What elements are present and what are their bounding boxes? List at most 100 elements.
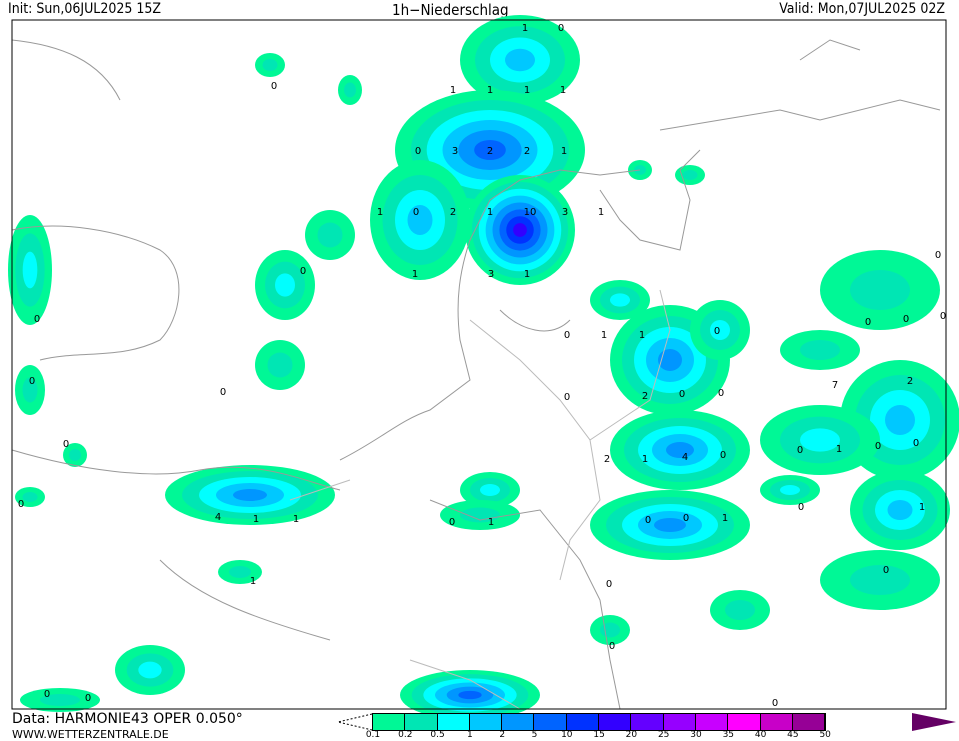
precip-value-label: 4	[682, 452, 688, 463]
precip-value-label: 1	[487, 207, 493, 218]
precip-value-label: 0	[564, 392, 570, 403]
color-legend	[372, 713, 827, 731]
legend-overflow-arrow	[912, 713, 956, 731]
precip-level-1	[229, 566, 251, 578]
precip-value-label: 0	[772, 698, 778, 709]
legend-tick: 40	[754, 730, 767, 740]
precipitation-areas	[8, 15, 959, 720]
legend-swatch	[373, 714, 406, 730]
legend-swatch	[631, 714, 664, 730]
legend-swatch	[792, 714, 826, 730]
coastlines	[11, 39, 941, 710]
data-source: Data: HARMONIE43 OPER 0.050°	[12, 711, 243, 727]
legend-tick: 10	[561, 730, 573, 740]
legend-tick: 15	[593, 730, 605, 740]
legend-tick: 30	[690, 730, 702, 740]
legend-underflow-icon	[337, 713, 373, 731]
precip-level-1	[40, 694, 80, 706]
precip-value-label: 0	[679, 389, 685, 400]
valid-time: Valid: Mon,07JUL2025 02Z	[779, 1, 945, 17]
precip-level-5	[458, 690, 482, 700]
precip-level-3	[885, 405, 915, 435]
precip-value-label: 0	[940, 311, 946, 322]
precip-level-1	[344, 82, 356, 98]
precip-value-label: 10	[524, 207, 537, 218]
precip-level-1	[22, 492, 38, 502]
precip-value-label: 0	[720, 450, 726, 461]
precip-value-label: 0	[29, 376, 35, 387]
precip-value-label: 0	[718, 388, 724, 399]
legend-swatch	[469, 714, 503, 730]
precip-level-2	[138, 661, 162, 679]
precip-level-1	[800, 340, 840, 360]
precip-level-3	[887, 500, 913, 520]
precip-value-label: 0	[34, 314, 40, 325]
precip-value-label: 2	[487, 146, 493, 157]
precip-value-label: 1	[524, 269, 530, 280]
legend-tick: 50	[819, 730, 831, 740]
precip-value-label: 0	[903, 314, 909, 325]
legend-tick: 35	[722, 730, 735, 740]
precip-value-label: 1	[412, 269, 418, 280]
precip-value-label: 0	[300, 266, 306, 277]
legend-swatch	[534, 714, 567, 730]
precip-value-label: 1	[836, 444, 842, 455]
precip-value-label: 0	[797, 445, 803, 456]
precip-level-1	[317, 222, 343, 248]
precip-value-label: 1	[488, 517, 494, 528]
precip-value-label: 1	[560, 85, 566, 96]
precip-value-label: 1	[639, 330, 645, 341]
precip-value-label: 1	[522, 23, 528, 34]
precip-level-2	[275, 273, 295, 297]
precip-value-label: 1	[253, 514, 259, 525]
precip-level-4	[666, 442, 694, 458]
precip-value-label: 0	[564, 330, 570, 341]
precip-value-label: 0	[85, 693, 91, 704]
legend-tick: 0.2	[398, 730, 413, 740]
precip-value-label: 3	[452, 146, 458, 157]
precip-value-label: 1	[450, 85, 456, 96]
precip-value-label: 0	[913, 438, 919, 449]
precip-value-label: 0	[875, 441, 881, 452]
precip-value-label: 0	[606, 579, 612, 590]
map-title: 1h−Niederschlag	[392, 1, 509, 19]
precip-value-label: 0	[449, 517, 455, 528]
precip-value-label: 1	[642, 454, 648, 465]
legend-swatch	[405, 714, 438, 730]
precip-level-1	[267, 352, 293, 378]
precip-value-label: 0	[415, 146, 421, 157]
precip-value-label: 0	[798, 502, 804, 513]
precip-value-label: 1	[250, 576, 256, 587]
legend-swatch	[502, 714, 535, 730]
precip-value-label: 2	[450, 207, 456, 218]
precip-value-label: 1	[919, 502, 925, 513]
precip-level-5	[474, 140, 506, 160]
borders	[289, 289, 671, 710]
precip-value-label: 0	[683, 513, 689, 524]
precip-level-1	[262, 59, 278, 71]
precip-value-label: 0	[714, 326, 720, 337]
precip-level-2	[710, 320, 730, 340]
legend-tick: 45	[787, 730, 799, 740]
precip-level-4	[233, 489, 267, 501]
legend-swatch	[728, 714, 761, 730]
precip-level-1	[600, 622, 620, 638]
precip-level-4	[654, 518, 686, 532]
precip-value-label: 0	[271, 81, 277, 92]
precip-value-label: 2	[642, 391, 648, 402]
legend-swatch	[437, 714, 470, 730]
precip-value-label: 0	[865, 317, 871, 328]
legend-swatch	[599, 714, 632, 730]
precip-level-1	[69, 449, 81, 461]
precip-level-2	[610, 293, 630, 307]
precip-level-1	[22, 377, 38, 403]
precip-value-label: 0	[63, 439, 69, 450]
precip-level-2	[480, 484, 500, 496]
precip-value-label: 0	[558, 23, 564, 34]
precip-value-label: 0	[220, 387, 226, 398]
legend-tick: 0.5	[430, 730, 445, 740]
legend-tick: 20	[625, 730, 638, 740]
precip-value-label: 1	[524, 85, 530, 96]
